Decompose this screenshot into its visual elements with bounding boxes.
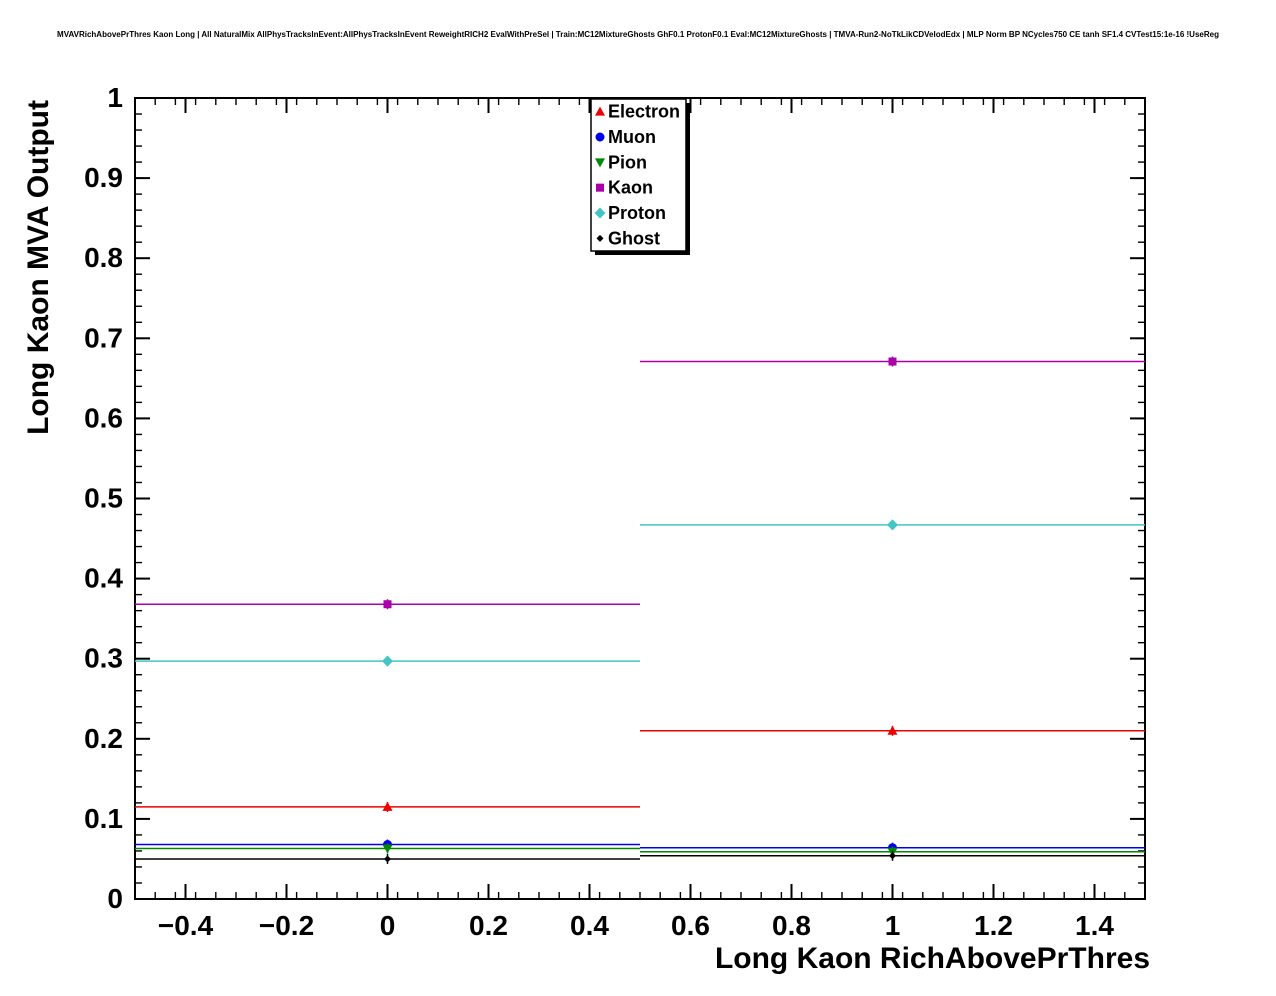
- svg-text:0.9: 0.9: [84, 162, 123, 193]
- x-axis-title: Long Kaon RichAbovePrThres: [715, 942, 1150, 975]
- series-muon: [135, 839, 1145, 853]
- y-tick-labels: 0 0.1 0.2 0.3 0.4 0.5 0.6 0.7 0.8 0.9 1: [84, 82, 123, 914]
- svg-text:0.4: 0.4: [84, 563, 123, 594]
- svg-text:0.8: 0.8: [772, 910, 811, 941]
- major-ticks: [135, 97, 1145, 900]
- svg-text:0: 0: [380, 910, 396, 941]
- svg-text:0.2: 0.2: [84, 723, 123, 754]
- svg-text:0.7: 0.7: [84, 322, 123, 353]
- svg-text:−0.2: −0.2: [259, 910, 314, 941]
- series-kaon: [135, 356, 1145, 610]
- series-electron: [135, 725, 1145, 812]
- svg-text:1: 1: [107, 82, 123, 113]
- svg-text:0.2: 0.2: [469, 910, 508, 941]
- svg-text:0.4: 0.4: [570, 910, 609, 941]
- legend-label-kaon: Kaon: [608, 178, 653, 198]
- svg-text:0.5: 0.5: [84, 483, 123, 514]
- svg-text:0.6: 0.6: [84, 402, 123, 433]
- svg-text:1.2: 1.2: [974, 910, 1013, 941]
- plot-header-title: MVAVRichAbovePrThres Kaon Long | All Nat…: [57, 30, 1219, 39]
- svg-text:1.4: 1.4: [1075, 910, 1114, 941]
- svg-text:0.1: 0.1: [84, 803, 123, 834]
- legend-label-electron: Electron: [608, 102, 680, 122]
- legend-label-muon: Muon: [608, 127, 656, 147]
- legend-label-pion: Pion: [608, 152, 647, 172]
- legend: Electron Muon Pion Kaon Proton Ghost: [590, 98, 690, 255]
- minor-ticks: [134, 97, 1146, 900]
- svg-text:0.6: 0.6: [671, 910, 710, 941]
- legend-label-ghost: Ghost: [608, 228, 660, 248]
- y-axis-title: Long Kaon MVA Output: [22, 100, 55, 435]
- legend-box: [590, 98, 687, 252]
- svg-text:0: 0: [107, 883, 123, 914]
- svg-text:−0.4: −0.4: [158, 910, 214, 941]
- svg-text:0.3: 0.3: [84, 643, 123, 674]
- legend-label-proton: Proton: [608, 203, 666, 223]
- svg-text:0.8: 0.8: [84, 242, 123, 273]
- series-ghost: [135, 850, 1145, 864]
- x-tick-labels: −0.4 −0.2 0 0.2 0.4 0.6 0.8 1 1.2 1.4: [158, 910, 1115, 941]
- svg-text:1: 1: [885, 910, 901, 941]
- series-proton: [135, 519, 1145, 667]
- series-pion: [135, 843, 1145, 857]
